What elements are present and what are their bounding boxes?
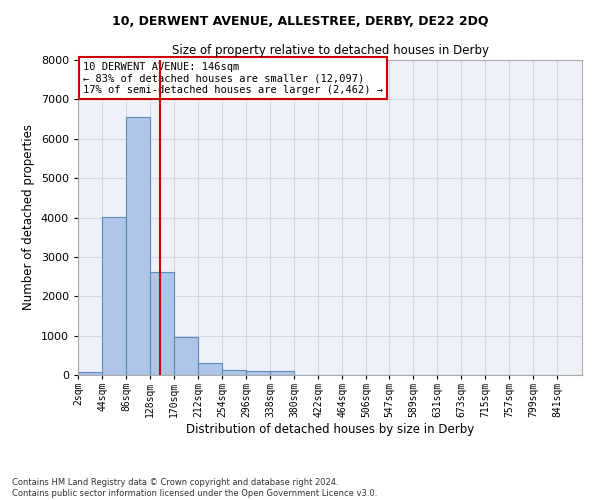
- Y-axis label: Number of detached properties: Number of detached properties: [22, 124, 35, 310]
- Bar: [150, 272, 174, 375]
- X-axis label: Distribution of detached houses by size in Derby: Distribution of detached houses by size …: [186, 423, 474, 436]
- Bar: [222, 370, 246, 375]
- Bar: [246, 370, 270, 375]
- Bar: [126, 116, 150, 375]
- Bar: [78, 372, 102, 375]
- Bar: [102, 217, 126, 375]
- Bar: [174, 337, 198, 375]
- Text: 10 DERWENT AVENUE: 146sqm
← 83% of detached houses are smaller (12,097)
17% of s: 10 DERWENT AVENUE: 146sqm ← 83% of detac…: [83, 62, 383, 95]
- Bar: [198, 363, 222, 375]
- Text: 10, DERWENT AVENUE, ALLESTREE, DERBY, DE22 2DQ: 10, DERWENT AVENUE, ALLESTREE, DERBY, DE…: [112, 15, 488, 28]
- Title: Size of property relative to detached houses in Derby: Size of property relative to detached ho…: [172, 44, 488, 58]
- Text: Contains HM Land Registry data © Crown copyright and database right 2024.
Contai: Contains HM Land Registry data © Crown c…: [12, 478, 377, 498]
- Bar: [270, 372, 294, 375]
